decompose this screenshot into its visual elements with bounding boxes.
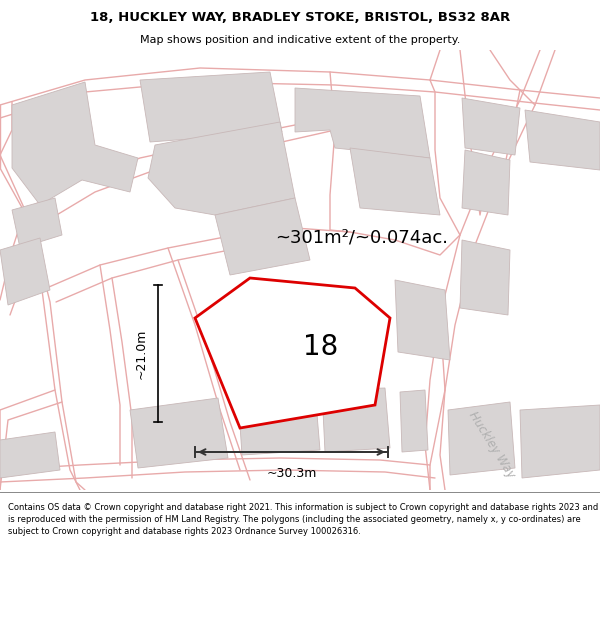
Text: 18, HUCKLEY WAY, BRADLEY STOKE, BRISTOL, BS32 8AR: 18, HUCKLEY WAY, BRADLEY STOKE, BRISTOL,…	[90, 11, 510, 24]
Polygon shape	[195, 278, 390, 428]
Polygon shape	[400, 390, 428, 452]
Polygon shape	[462, 98, 520, 155]
Polygon shape	[460, 240, 510, 315]
Polygon shape	[322, 388, 390, 452]
Polygon shape	[130, 398, 228, 468]
Polygon shape	[520, 405, 600, 478]
Polygon shape	[12, 82, 138, 205]
Text: Map shows position and indicative extent of the property.: Map shows position and indicative extent…	[140, 35, 460, 45]
Polygon shape	[295, 88, 430, 158]
Polygon shape	[462, 150, 510, 215]
Text: Huckley Way: Huckley Way	[466, 409, 518, 481]
Text: ~301m²/~0.074ac.: ~301m²/~0.074ac.	[275, 229, 448, 247]
Text: ~30.3m: ~30.3m	[266, 467, 317, 480]
Text: Contains OS data © Crown copyright and database right 2021. This information is : Contains OS data © Crown copyright and d…	[8, 503, 598, 536]
Text: ~21.0m: ~21.0m	[135, 328, 148, 379]
Polygon shape	[0, 432, 60, 478]
Polygon shape	[0, 238, 50, 305]
Polygon shape	[12, 198, 62, 248]
Polygon shape	[350, 148, 440, 215]
Polygon shape	[448, 402, 515, 475]
Polygon shape	[525, 110, 600, 170]
Polygon shape	[148, 122, 295, 215]
Polygon shape	[238, 390, 320, 455]
Polygon shape	[215, 198, 310, 275]
Polygon shape	[140, 72, 282, 142]
Polygon shape	[395, 280, 450, 360]
Text: 18: 18	[303, 333, 338, 361]
